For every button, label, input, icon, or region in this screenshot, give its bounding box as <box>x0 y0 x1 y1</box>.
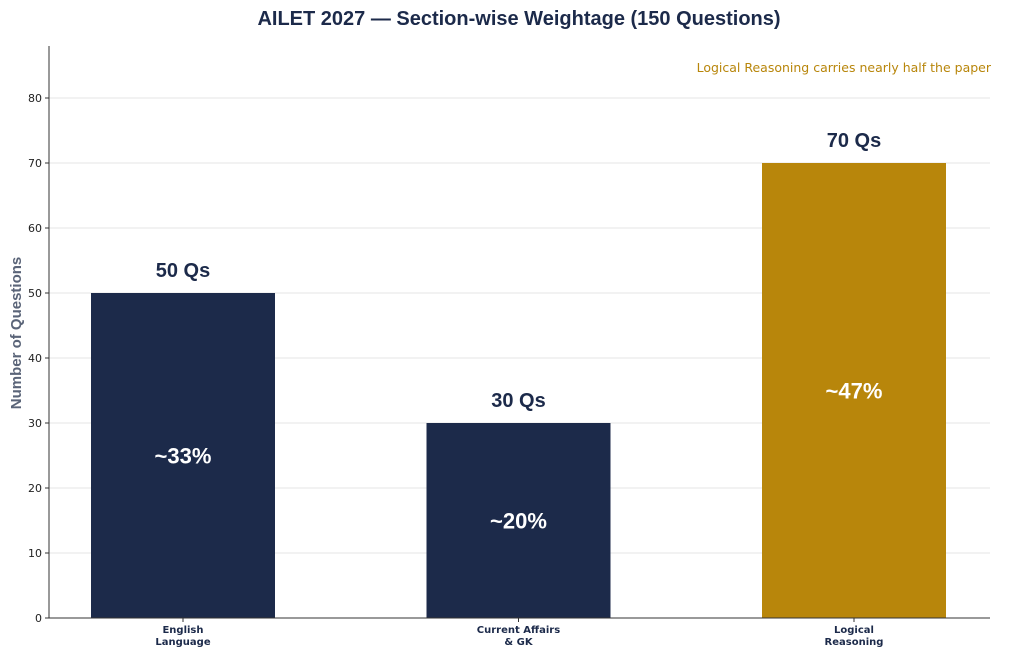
bar-percent-label: ~47% <box>826 379 883 404</box>
bar <box>762 163 946 618</box>
bar <box>426 423 611 618</box>
x-tick-label: Current Affairs <box>477 625 560 636</box>
y-ticks: 0 10 20 30 40 50 60 70 80 <box>28 92 49 625</box>
annotation-text: Logical Reasoning carries nearly half th… <box>697 60 992 75</box>
axes <box>48 46 990 619</box>
y-tick-label: 30 <box>28 417 42 430</box>
x-tick-label: Language <box>155 637 210 648</box>
x-tick-label: & GK <box>504 637 533 648</box>
x-tick-label: English <box>162 625 203 636</box>
bar-value-label: 50 Qs <box>156 260 210 282</box>
bar-value-label: 30 Qs <box>491 390 545 412</box>
bar <box>91 293 275 618</box>
y-tick-label: 40 <box>28 352 42 365</box>
chart-title: AILET 2027 — Section-wise Weightage (150… <box>257 8 780 30</box>
y-tick-label: 70 <box>28 157 42 170</box>
y-tick-label: 20 <box>28 482 42 495</box>
y-tick-label: 80 <box>28 92 42 105</box>
y-tick-label: 10 <box>28 547 42 560</box>
bar-percent-label: ~20% <box>490 509 547 534</box>
y-tick-label: 60 <box>28 222 42 235</box>
y-tick-label: 0 <box>35 612 42 625</box>
bar-percent-label: ~33% <box>155 444 212 469</box>
x-tick-label: Reasoning <box>825 637 884 648</box>
y-tick-label: 50 <box>28 287 42 300</box>
bar-value-label: 70 Qs <box>827 130 881 152</box>
bar-labels: 50 Qs ~33% 30 Qs ~20% 70 Qs ~47% <box>155 130 883 534</box>
x-tick-label: Logical <box>834 625 874 636</box>
bars <box>91 163 946 618</box>
y-axis-label: Number of Questions <box>8 257 25 410</box>
